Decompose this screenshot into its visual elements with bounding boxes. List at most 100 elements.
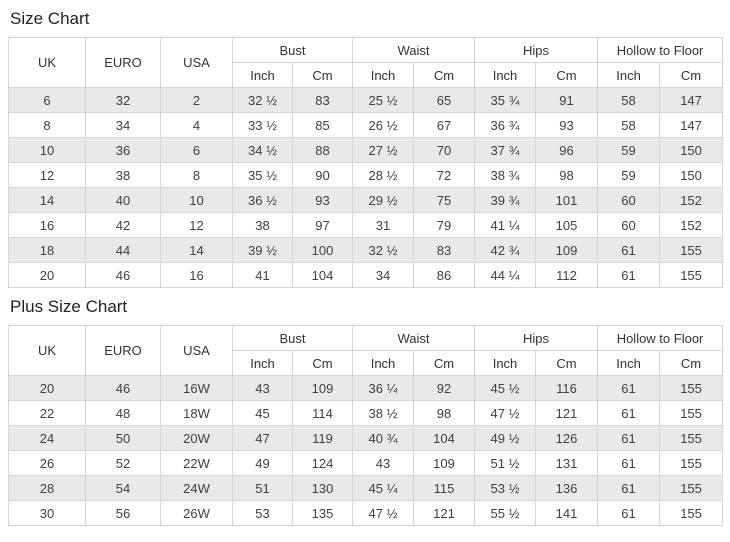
table-cell: 109 xyxy=(413,450,476,476)
table-cell: 147 xyxy=(659,112,724,138)
table-cell: 28 ½ xyxy=(352,162,415,188)
table-cell: 59 xyxy=(597,137,661,163)
size-chart-section: Size Chart UK EURO USA Bust Waist Hips H… xyxy=(8,9,724,288)
table-cell: 150 xyxy=(659,137,724,163)
table-cell: 6 xyxy=(160,137,233,163)
table-cell: 90 xyxy=(291,162,354,188)
table-cell: 34 ½ xyxy=(232,137,293,163)
table-cell: 40 ¾ xyxy=(352,425,415,451)
table-cell: 65 xyxy=(413,87,476,113)
table-cell: 105 xyxy=(535,212,599,238)
header-unit-row: Inch Cm Inch Cm Inch Cm Inch Cm xyxy=(9,62,724,88)
table-cell: 152 xyxy=(659,212,724,238)
table-cell: 38 xyxy=(232,212,293,238)
header-usa: USA xyxy=(160,37,233,88)
plus-size-chart-body: 20 46 16W 43 109 36 ¼ 92 45 ½ 116 61 155 22 48 18W 45 1… xyxy=(8,375,724,526)
table-cell: 61 xyxy=(597,262,661,288)
table-cell: 61 xyxy=(597,375,661,401)
header-bust-inch: Inch xyxy=(232,62,293,88)
table-cell: 58 xyxy=(597,87,661,113)
table-cell: 42 ¾ xyxy=(474,237,537,263)
header-hollow-inch: Inch xyxy=(597,62,661,88)
table-cell: 121 xyxy=(413,500,476,526)
table-cell: 45 ½ xyxy=(474,375,537,401)
table-cell: 36 ¼ xyxy=(352,375,415,401)
table-cell: 61 xyxy=(597,237,661,263)
table-cell: 6 xyxy=(8,87,86,113)
table-cell: 61 xyxy=(597,450,661,476)
table-cell: 141 xyxy=(535,500,599,526)
table-cell: 36 xyxy=(85,137,161,163)
header-hollow-to-floor: Hollow to Floor xyxy=(597,325,724,351)
table-row: 30 56 26W 53 135 47 ½ 121 55 ½ 141 61 155 xyxy=(8,500,724,526)
table-cell: 38 ½ xyxy=(352,400,415,426)
table-cell: 37 ¾ xyxy=(474,137,537,163)
table-cell: 58 xyxy=(597,112,661,138)
table-row: 26 52 22W 49 124 43 109 51 ½ 131 61 155 xyxy=(8,450,724,476)
plus-size-chart-table: UK EURO USA Bust Waist Hips Hollow to Fl… xyxy=(8,325,724,526)
table-cell: 27 ½ xyxy=(352,137,415,163)
header-usa: USA xyxy=(160,325,233,376)
table-cell: 101 xyxy=(535,187,599,213)
table-row: 20 46 16 41 104 34 86 44 ¼ 112 61 155 xyxy=(8,262,724,288)
table-cell: 61 xyxy=(597,425,661,451)
header-bust: Bust xyxy=(231,37,354,63)
table-cell: 45 ¼ xyxy=(352,475,415,501)
table-cell: 44 xyxy=(85,237,161,263)
table-cell: 2 xyxy=(160,87,233,113)
table-cell: 96 xyxy=(535,137,599,163)
table-cell: 61 xyxy=(597,400,661,426)
table-cell: 32 ½ xyxy=(352,237,415,263)
table-cell: 41 xyxy=(232,262,293,288)
table-cell: 61 xyxy=(597,475,661,501)
table-cell: 60 xyxy=(597,187,661,213)
table-cell: 97 xyxy=(291,212,354,238)
table-cell: 4 xyxy=(160,112,233,138)
table-cell: 86 xyxy=(413,262,476,288)
table-row: 14 40 10 36 ½ 93 29 ½ 75 39 ¾ 101 60 152 xyxy=(8,187,724,213)
table-cell: 98 xyxy=(535,162,599,188)
table-cell: 12 xyxy=(8,162,86,188)
table-cell: 155 xyxy=(659,475,724,501)
table-cell: 34 xyxy=(85,112,161,138)
table-cell: 93 xyxy=(291,187,354,213)
table-cell: 67 xyxy=(413,112,476,138)
table-row: 18 44 14 39 ½ 100 32 ½ 83 42 ¾ 109 61 155 xyxy=(8,237,724,263)
table-cell: 51 xyxy=(232,475,293,501)
table-cell: 114 xyxy=(291,400,354,426)
table-row: 12 38 8 35 ½ 90 28 ½ 72 38 ¾ 98 59 150 xyxy=(8,162,724,188)
table-cell: 40 xyxy=(85,187,161,213)
header-bust-cm: Cm xyxy=(291,350,354,376)
table-row: 22 48 18W 45 114 38 ½ 98 47 ½ 121 61 155 xyxy=(8,400,724,426)
table-cell: 155 xyxy=(659,375,724,401)
header-bust-cm: Cm xyxy=(291,62,354,88)
table-cell: 155 xyxy=(659,400,724,426)
table-cell: 47 ½ xyxy=(352,500,415,526)
table-cell: 24W xyxy=(160,475,233,501)
table-cell: 35 ¾ xyxy=(474,87,537,113)
table-row: 8 34 4 33 ½ 85 26 ½ 67 36 ¾ 93 58 147 xyxy=(8,112,724,138)
header-bust-inch: Inch xyxy=(232,350,293,376)
table-cell: 135 xyxy=(291,500,354,526)
table-cell: 50 xyxy=(85,425,161,451)
table-cell: 155 xyxy=(659,237,724,263)
table-cell: 61 xyxy=(597,500,661,526)
table-cell: 36 ½ xyxy=(232,187,293,213)
header-waist-inch: Inch xyxy=(352,62,415,88)
table-cell: 39 ¾ xyxy=(474,187,537,213)
header-bust: Bust xyxy=(231,325,354,351)
table-cell: 100 xyxy=(291,237,354,263)
table-cell: 46 xyxy=(85,262,161,288)
table-cell: 98 xyxy=(413,400,476,426)
table-row: 6 32 2 32 ½ 83 25 ½ 65 35 ¾ 91 58 147 xyxy=(8,87,724,113)
table-cell: 85 xyxy=(291,112,354,138)
table-cell: 47 xyxy=(232,425,293,451)
table-cell: 20W xyxy=(160,425,233,451)
table-cell: 54 xyxy=(85,475,161,501)
header-hips-inch: Inch xyxy=(474,62,537,88)
size-chart-title: Size Chart xyxy=(10,9,90,28)
table-cell: 88 xyxy=(291,137,354,163)
table-cell: 33 ½ xyxy=(232,112,293,138)
table-cell: 104 xyxy=(291,262,354,288)
table-cell: 52 xyxy=(85,450,161,476)
